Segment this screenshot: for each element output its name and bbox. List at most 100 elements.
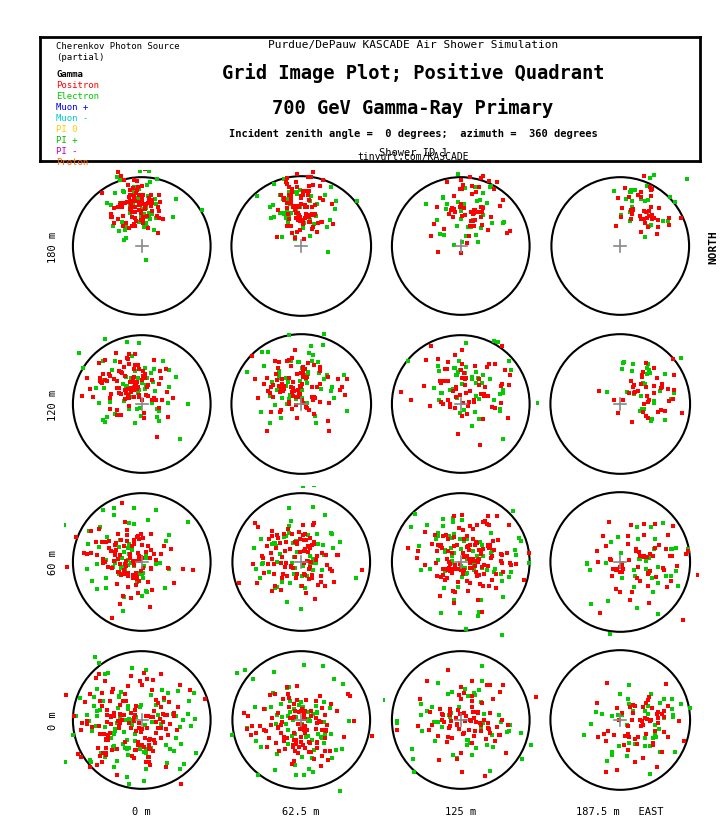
Point [155,721,167,735]
Point [302,706,313,719]
Point [659,405,671,418]
Point [326,385,337,399]
Point [142,190,154,203]
Point [510,543,521,557]
Point [84,687,96,701]
Text: NORTH: NORTH [709,230,718,263]
Point [330,743,342,757]
Point [286,730,297,743]
Point [485,551,497,564]
Point [100,582,112,595]
Point [416,563,427,577]
Point [491,582,503,595]
Point [123,390,135,404]
Point [287,382,299,395]
Point [458,379,470,392]
Point [581,558,593,571]
Point [156,372,168,385]
Point [666,692,678,706]
Point [187,563,199,577]
Point [503,725,515,738]
Point [516,726,527,740]
Point [295,579,307,593]
Point [110,347,122,360]
Point [483,579,495,593]
Point [295,192,307,206]
Point [639,739,651,752]
Point [126,716,138,730]
Point [100,536,112,549]
Point [139,163,151,176]
Point [245,728,257,742]
Point [475,172,487,186]
Point [477,201,489,215]
Point [297,768,309,782]
Point [134,217,145,230]
Point [318,737,329,750]
Point [123,517,135,530]
Point [463,724,474,737]
Point [438,568,449,582]
Point [322,559,334,573]
Point [477,549,489,563]
Point [508,504,519,517]
Point [334,384,345,397]
Point [427,719,438,732]
Point [474,439,486,452]
Point [256,346,268,359]
Point [304,532,316,545]
Point [287,227,298,241]
Point [618,356,630,370]
Point [656,377,668,390]
Point [84,753,96,767]
Point [432,716,444,729]
Point [445,542,457,555]
Point [497,385,509,398]
Point [279,207,290,221]
Point [497,566,509,579]
Point [617,708,628,721]
Point [310,694,321,707]
Point [292,206,303,220]
Point [436,386,448,400]
Point [109,545,121,558]
Point [288,711,300,724]
Point [309,391,321,405]
Point [629,732,640,746]
Point [333,373,344,386]
Point [99,750,110,763]
Point [642,579,653,593]
Point [424,724,435,737]
Point [118,220,129,233]
Point [147,584,158,597]
Point [297,362,308,375]
Point [344,690,356,703]
Point [308,209,319,222]
Point [85,755,97,768]
Point [130,365,142,379]
Point [134,204,145,217]
Point [129,390,140,404]
Point [108,509,120,522]
Point [291,680,303,693]
Point [486,729,497,742]
Point [178,757,189,771]
Point [302,357,313,370]
Point [407,752,419,766]
Point [476,675,487,688]
Point [601,754,613,767]
Point [160,723,171,737]
Point [429,381,440,395]
Point [170,192,182,206]
Point [677,407,688,421]
Point [288,551,300,564]
Point [425,400,436,413]
Point [272,362,284,375]
Point [458,563,470,577]
Point [449,402,461,415]
Point [271,556,282,569]
Point [639,205,651,218]
Point [637,701,648,714]
Point [456,372,467,385]
Point [131,402,143,415]
